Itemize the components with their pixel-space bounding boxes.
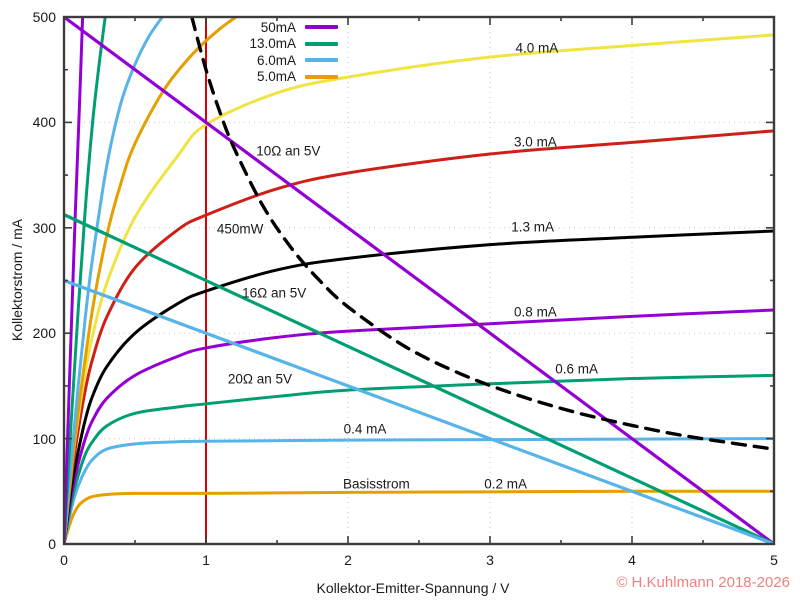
legend-entry-0: 50mA [228,19,338,36]
curve-ib-0.2ma [63,489,775,545]
legend-entry-3: 5.0mA [228,69,338,86]
annotation-label-20ohm: 20Ω an 5V [227,371,293,387]
legend-label: 50mA [260,19,296,35]
legend-label: 13.0mA [249,36,296,52]
x-tick-label-0: 0 [60,552,68,568]
annotation-label-4.0ma: 4.0 mA [515,40,559,56]
curve-ib-0.4ma [63,437,775,545]
annotation-label-0.2ma: 0.2 mA [484,476,527,492]
curves-group [63,16,775,545]
annotation-label-0.4ma: 0.4 mA [343,421,387,437]
curve-power-curve-450mw [190,16,775,451]
curve-ib-3.0ma [63,129,775,545]
copyright-notice: © H.Kuhlmann 2018-2026 [616,574,790,591]
x-tick-label-1: 1 [202,552,210,568]
annotation-label-3.0ma: 3.0 mA [514,134,557,150]
legend-entry-1: 13.0mA [228,36,338,53]
y-tick-label-0: 0 [48,536,56,552]
chart-legend: 50mA 13.0mA 6.0mA 5.0mA [228,19,338,85]
x-tick-label-2: 2 [344,552,352,568]
y-tick-label-500: 500 [32,9,56,25]
curve-ib-1.3ma [63,229,775,545]
y-tick-label-400: 400 [32,114,56,131]
legend-label: 5.0mA [256,69,296,85]
annotation-label-1.3ma: 1.3 mA [511,219,554,235]
y-tick-label-300: 300 [32,219,56,236]
x-tick-label-4: 4 [628,552,636,568]
legend-swatch [305,74,338,79]
annotation-label-0.8ma: 0.8 mA [514,304,557,320]
curve-ib-13.0ma [63,16,107,545]
curve-ib-0.6ma [63,373,775,545]
annotation-label-basisstrom: Basisstrom [343,476,410,492]
legend-entry-2: 6.0mA [228,52,338,69]
curve-load-line-10ohm [63,16,775,545]
legend-swatch [305,25,338,30]
annotation-label-450mw: 450mW [216,221,264,237]
legend-label: 6.0mA [256,52,296,68]
legend-swatch [305,58,338,63]
x-tick-label-5: 5 [770,552,778,568]
y-tick-label-200: 200 [32,325,56,342]
annotation-label-0.6ma: 0.6 mA [555,361,598,377]
curve-ib-4.0ma [63,33,775,545]
curve-load-line-20ohm [63,278,775,545]
x-tick-label-3: 3 [486,552,494,568]
legend-swatch [305,41,338,46]
curve-ib-5.0ma [63,16,241,545]
y-tick-label-100: 100 [32,430,56,447]
curve-load-line-16ohm [63,213,775,545]
y-axis-title: Kollektorstrom / mA [9,218,25,342]
annotation-label-10ohm: 10Ω an 5V [256,143,321,159]
x-axis-title: Kollektor-Emitter-Spannung / V [316,580,510,596]
curve-ib-50ma [63,16,85,545]
curve-ib-0.8ma [63,308,775,545]
annotation-label-16ohm: 16Ω an 5V [242,285,307,301]
